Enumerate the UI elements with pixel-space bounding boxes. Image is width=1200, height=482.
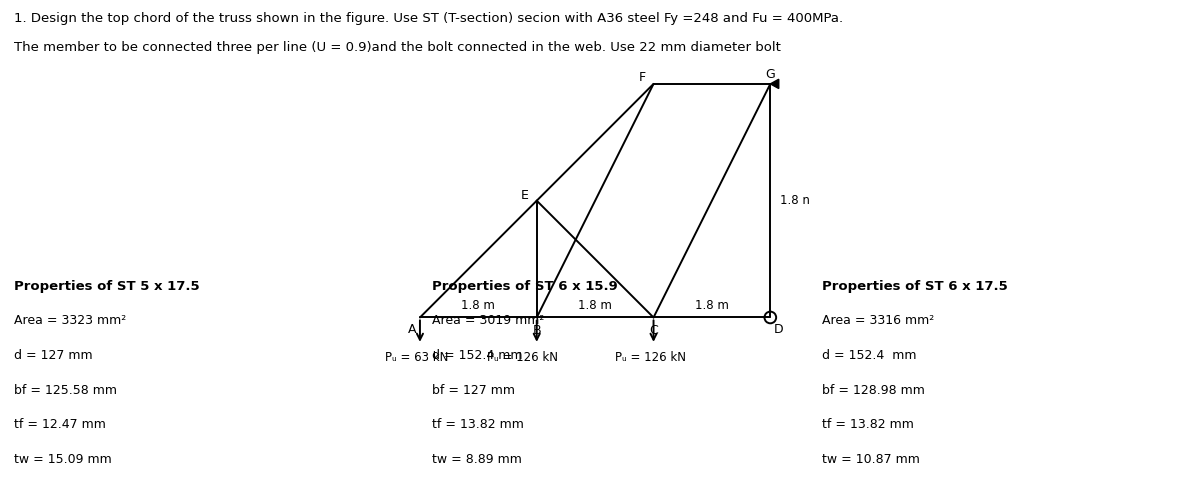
Text: d = 152.4 mm: d = 152.4 mm xyxy=(432,349,522,362)
Text: B: B xyxy=(533,324,541,337)
Text: D: D xyxy=(773,322,782,335)
Text: tf = 13.82 mm: tf = 13.82 mm xyxy=(822,418,914,431)
Text: Properties of ST 6 x 17.5: Properties of ST 6 x 17.5 xyxy=(822,280,1008,293)
Text: Area = 3323 mm²: Area = 3323 mm² xyxy=(14,314,127,327)
Text: C: C xyxy=(649,324,658,337)
Text: tw = 8.89 mm: tw = 8.89 mm xyxy=(432,453,522,466)
Text: bf = 125.58 mm: bf = 125.58 mm xyxy=(14,384,118,397)
Text: Pᵤ = 63 kN: Pᵤ = 63 kN xyxy=(385,351,449,364)
Text: Pᵤ = 126 kN: Pᵤ = 126 kN xyxy=(487,351,558,364)
Text: d = 127 mm: d = 127 mm xyxy=(14,349,94,362)
Text: tw = 15.09 mm: tw = 15.09 mm xyxy=(14,453,112,466)
Text: bf = 127 mm: bf = 127 mm xyxy=(432,384,515,397)
Text: d = 152.4  mm: d = 152.4 mm xyxy=(822,349,917,362)
Text: Properties of ST 5 x 17.5: Properties of ST 5 x 17.5 xyxy=(14,280,200,293)
Polygon shape xyxy=(770,79,779,89)
Text: G: G xyxy=(766,67,775,80)
Text: F: F xyxy=(638,71,646,84)
Text: tw = 10.87 mm: tw = 10.87 mm xyxy=(822,453,920,466)
Text: Area = 3316 mm²: Area = 3316 mm² xyxy=(822,314,935,327)
Text: 1. Design the top chord of the truss shown in the figure. Use ST (T-section) sec: 1. Design the top chord of the truss sho… xyxy=(14,12,844,25)
Text: 1.8 n: 1.8 n xyxy=(780,194,810,207)
Text: Area = 3019 mm²: Area = 3019 mm² xyxy=(432,314,545,327)
Text: A: A xyxy=(408,322,416,335)
Text: The member to be connected three per line (U = 0.9)and the bolt connected in the: The member to be connected three per lin… xyxy=(14,41,781,54)
Text: Pᵤ = 126 kN: Pᵤ = 126 kN xyxy=(614,351,685,364)
Text: E: E xyxy=(521,189,529,202)
Text: 1.8 m: 1.8 m xyxy=(695,299,728,312)
Text: 1.8 m: 1.8 m xyxy=(578,299,612,312)
Text: tf = 12.47 mm: tf = 12.47 mm xyxy=(14,418,107,431)
Text: Properties of ST 6 x 15.9: Properties of ST 6 x 15.9 xyxy=(432,280,618,293)
Text: tf = 13.82 mm: tf = 13.82 mm xyxy=(432,418,524,431)
Text: 1.8 m: 1.8 m xyxy=(462,299,496,312)
Text: bf = 128.98 mm: bf = 128.98 mm xyxy=(822,384,925,397)
